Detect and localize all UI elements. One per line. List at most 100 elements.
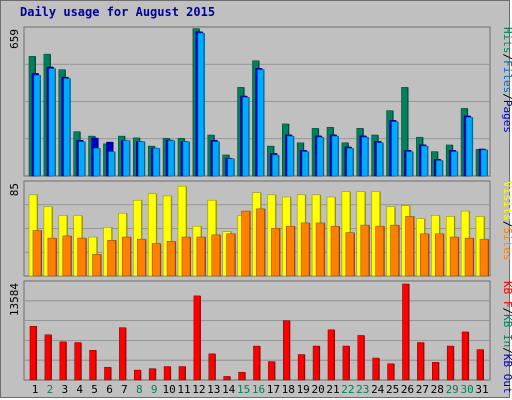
files-bar <box>78 141 85 177</box>
legend-kbf: KB F <box>501 281 512 308</box>
kbf-bar <box>178 366 186 381</box>
day-label-18: 18 <box>282 383 295 396</box>
files-bar <box>242 97 249 177</box>
sites-bar <box>479 238 489 277</box>
y-max-label: 13584 <box>8 283 21 316</box>
sites-bar <box>196 236 206 277</box>
sites-bar <box>256 208 265 277</box>
day-label-26: 26 <box>401 383 414 396</box>
files-bar <box>286 135 294 177</box>
files-bar <box>212 141 220 177</box>
sites-bar <box>315 222 325 277</box>
kbf-bar <box>372 357 380 381</box>
kbf-bar <box>119 327 126 381</box>
kbf-bar <box>387 363 394 381</box>
kbf-bar <box>312 345 320 381</box>
legend-files: Files <box>501 60 512 93</box>
kbf-bar <box>417 342 424 381</box>
sites-bar <box>122 236 131 277</box>
files-bar <box>33 74 41 177</box>
kbf-bar <box>208 353 216 381</box>
files-bar <box>346 148 354 177</box>
sites-bar <box>449 236 459 277</box>
day-label-28: 28 <box>431 383 444 396</box>
legend-visits-sites: Visits/Sites <box>501 181 512 261</box>
sites-bar <box>330 225 340 277</box>
kbf-bar <box>253 345 260 381</box>
sites-bar <box>77 237 86 277</box>
sites-bar <box>92 254 101 277</box>
sites-bar <box>271 228 280 277</box>
files-bar <box>182 141 190 177</box>
kbf-bar <box>342 345 350 381</box>
files-bar <box>316 136 324 177</box>
files-bar <box>465 116 473 177</box>
sites-bar <box>181 236 191 277</box>
legend-kb: KB F/KB In/KB Out <box>501 281 512 394</box>
kbf-bar <box>297 354 305 381</box>
kbf-bar <box>223 376 230 381</box>
sites-bar <box>62 235 72 277</box>
kbf-bar <box>104 366 111 381</box>
sites-bar <box>137 238 146 277</box>
kbf-bar <box>268 361 275 381</box>
files-bar <box>301 151 309 177</box>
kbf-bar <box>357 335 365 381</box>
kbf-bar <box>89 350 96 381</box>
day-label-16: 16 <box>252 383 265 396</box>
kbf-bar <box>282 320 290 381</box>
files-bar <box>421 145 428 177</box>
files-bar <box>272 154 279 177</box>
day-label-8: 8 <box>136 383 143 396</box>
kbf-bar <box>402 283 409 381</box>
kbf-bar <box>74 342 81 381</box>
day-label-9: 9 <box>151 383 158 396</box>
day-label-11: 11 <box>177 383 190 396</box>
kbf-bar <box>431 362 439 381</box>
sites-bar <box>420 233 429 277</box>
sites-bar <box>211 234 221 277</box>
sites-bar <box>32 230 42 277</box>
sites-bar <box>360 224 370 277</box>
sites-bar <box>405 216 414 277</box>
day-label-25: 25 <box>386 383 399 396</box>
files-bar <box>138 141 145 177</box>
day-label-17: 17 <box>267 383 280 396</box>
day-label-29: 29 <box>446 383 459 396</box>
day-label-1: 1 <box>32 383 39 396</box>
files-bar <box>361 136 369 177</box>
day-label-27: 27 <box>416 383 429 396</box>
day-label-10: 10 <box>162 383 175 396</box>
kbf-bar <box>446 345 454 381</box>
files-bar <box>93 148 100 177</box>
day-label-23: 23 <box>356 383 369 396</box>
legend-hits-files-pages: Hits/Files/Pages <box>501 27 512 133</box>
legend-kbin: KB In <box>501 314 512 347</box>
legend-pages: Pages <box>501 100 512 133</box>
sites-bar <box>151 243 161 277</box>
day-label-31: 31 <box>475 383 488 396</box>
sites-bar <box>464 237 474 277</box>
kbf-bar <box>29 325 37 381</box>
day-label-30: 30 <box>460 383 473 396</box>
files-bar <box>152 148 160 177</box>
files-bar <box>391 121 398 177</box>
day-label-20: 20 <box>311 383 324 396</box>
files-bar <box>48 68 56 177</box>
day-label-3: 3 <box>61 383 68 396</box>
kbf-bar <box>148 368 156 381</box>
sites-bar <box>390 224 399 277</box>
day-label-4: 4 <box>76 383 83 396</box>
day-label-22: 22 <box>341 383 354 396</box>
sites-bar <box>434 233 444 277</box>
sites-bar <box>285 225 295 277</box>
sites-bar <box>300 222 310 277</box>
day-label-5: 5 <box>91 383 98 396</box>
sites-bar <box>375 225 385 277</box>
y-max-label: 659 <box>8 29 21 49</box>
files-bar <box>167 140 175 177</box>
day-label-24: 24 <box>371 383 385 396</box>
sites-bar <box>166 241 176 277</box>
files-bar <box>376 142 384 177</box>
